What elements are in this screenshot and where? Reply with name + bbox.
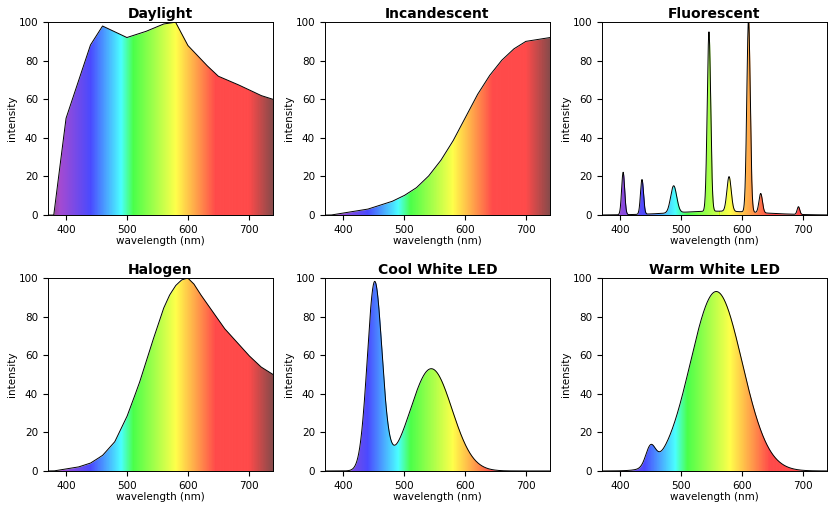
X-axis label: wavelength (nm): wavelength (nm): [116, 236, 204, 246]
Y-axis label: intensity: intensity: [284, 352, 294, 397]
Y-axis label: intensity: intensity: [561, 96, 571, 142]
X-axis label: wavelength (nm): wavelength (nm): [670, 236, 759, 246]
Title: Daylight: Daylight: [128, 7, 193, 21]
Title: Halogen: Halogen: [128, 263, 193, 277]
X-axis label: wavelength (nm): wavelength (nm): [670, 492, 759, 502]
Y-axis label: intensity: intensity: [561, 352, 571, 397]
Y-axis label: intensity: intensity: [7, 96, 17, 142]
X-axis label: wavelength (nm): wavelength (nm): [393, 492, 482, 502]
X-axis label: wavelength (nm): wavelength (nm): [393, 236, 482, 246]
Y-axis label: intensity: intensity: [284, 96, 294, 142]
X-axis label: wavelength (nm): wavelength (nm): [116, 492, 204, 502]
Y-axis label: intensity: intensity: [7, 352, 17, 397]
Title: Warm White LED: Warm White LED: [649, 263, 780, 277]
Title: Fluorescent: Fluorescent: [668, 7, 761, 21]
Title: Cool White LED: Cool White LED: [378, 263, 497, 277]
Title: Incandescent: Incandescent: [385, 7, 490, 21]
